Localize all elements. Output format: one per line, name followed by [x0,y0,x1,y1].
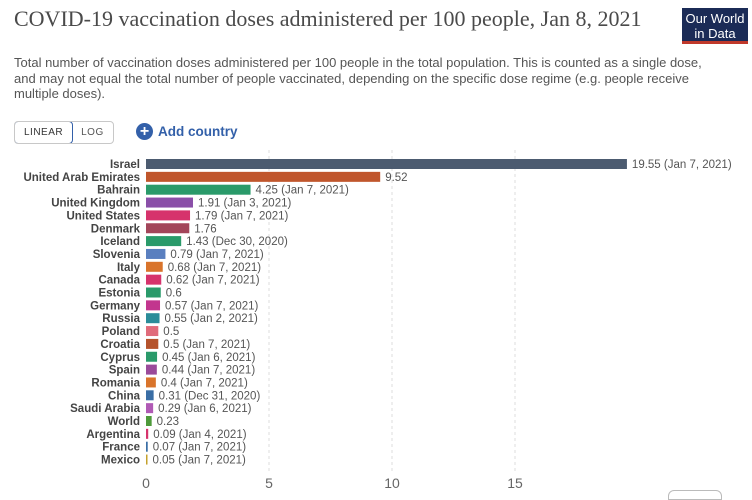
bottom-tab[interactable] [668,490,722,500]
value-label: 4.25 (Jan 7, 2021) [256,185,350,197]
country-label: Canada [98,275,140,287]
value-label: 0.44 (Jan 7, 2021) [162,365,256,377]
bar [146,377,156,388]
bar [146,171,381,182]
scale-toggle: LINEAR LOG [14,121,114,144]
value-label: 0.79 (Jan 7, 2021) [170,249,264,261]
value-label: 0.07 (Jan 7, 2021) [153,442,247,454]
country-label: Poland [102,326,140,338]
add-country-button[interactable]: + Add country [136,121,238,142]
x-tick-label: 15 [507,475,523,491]
country-label: Argentina [86,429,140,441]
value-label: 1.76 [194,223,216,235]
country-label: United Kingdom [51,198,140,210]
country-label: Mexico [101,455,140,467]
value-label: 0.55 (Jan 2, 2021) [165,313,259,325]
country-label: France [102,442,140,454]
bar [146,184,251,195]
log-scale-button[interactable]: LOG [81,127,104,138]
owid-logo[interactable]: Our World in Data [682,8,748,44]
x-tick-label: 0 [142,475,150,491]
country-label: Israel [110,159,140,171]
value-label: 0.23 [157,416,179,428]
value-label: 0.5 (Jan 7, 2021) [163,339,250,351]
bar [146,454,148,465]
bar [146,351,158,362]
value-label: 0.68 (Jan 7, 2021) [168,262,262,274]
country-label: Russia [102,313,140,325]
bar [146,428,149,439]
value-label: 0.4 (Jan 7, 2021) [161,377,248,389]
bar [146,300,161,311]
country-label: Bahrain [97,185,140,197]
country-label: Slovenia [93,249,141,261]
bar [146,364,157,375]
country-label: Estonia [98,288,140,300]
bar [146,223,190,234]
value-label: 0.09 (Jan 4, 2021) [153,429,247,441]
add-country-label: Add country [158,124,238,139]
value-label: 0.31 (Dec 31, 2020) [159,390,261,402]
bar [146,313,160,324]
country-label: Iceland [100,236,140,248]
bar [146,274,162,285]
value-label: 9.52 [385,172,407,184]
country-label: Germany [90,300,140,312]
bar [146,210,191,221]
value-label: 0.29 (Jan 6, 2021) [158,403,252,415]
country-label: Croatia [100,339,140,351]
bar-chart: 0 5 10 15 Israel 19.55 (Jan 7, 2021) United Ar… [23,150,732,491]
country-label: United States [67,210,141,222]
bar [146,197,193,208]
linear-scale-button[interactable]: LINEAR [14,122,74,143]
chart-title: COVID-19 vaccination doses administered … [14,6,642,31]
value-label: 0.05 (Jan 7, 2021) [153,455,247,467]
country-label: Denmark [91,223,141,235]
bar [146,159,627,169]
bar [146,441,148,452]
bar [146,287,161,298]
bar [146,326,159,337]
bar [146,248,166,259]
country-label: United Arab Emirates [23,172,140,184]
bar [146,416,152,426]
value-label: 0.45 (Jan 6, 2021) [162,352,256,364]
country-label: Italy [117,262,141,274]
value-label: 0.57 (Jan 7, 2021) [165,300,259,312]
country-label: Spain [109,365,140,377]
chart-subtitle: Total number of vaccination doses admini… [14,55,702,101]
value-label: 1.91 (Jan 3, 2021) [198,198,292,210]
x-tick-label: 5 [265,475,273,491]
country-label: Saudi Arabia [70,403,140,415]
country-label: China [108,390,141,402]
value-label: 19.55 (Jan 7, 2021) [632,159,732,171]
value-label: 0.5 [163,326,179,338]
value-label: 1.79 (Jan 7, 2021) [195,210,289,222]
value-label: 0.62 (Jan 7, 2021) [166,275,260,287]
country-label: Cyprus [100,352,140,364]
x-tick-label: 10 [384,475,400,491]
bar [146,236,182,247]
value-label: 1.43 (Dec 30, 2020) [186,236,288,248]
country-label: Romania [91,377,140,389]
plus-circle-icon: + [136,123,153,140]
bar [146,403,154,414]
bar [146,338,159,349]
value-label: 0.6 [166,288,182,300]
country-label: World [108,416,140,428]
bar [146,261,163,272]
bar [146,390,154,401]
